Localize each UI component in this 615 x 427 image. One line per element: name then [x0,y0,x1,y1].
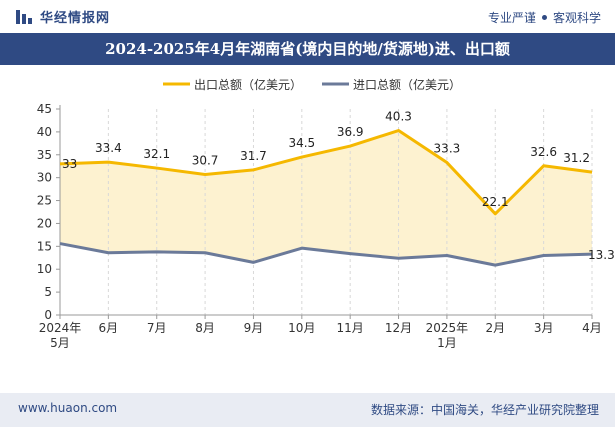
y-tick-label: 45 [37,102,52,116]
y-tick-label: 10 [37,262,52,276]
brand-logo: 华经情报网 [16,7,110,26]
data-label: 33.3 [434,142,461,156]
footer-source: 数据来源：中国海关，华经产业研究院整理 [370,403,599,417]
y-tick-label: 40 [37,125,52,139]
data-labels-export: 33 33.4 32.1 30.7 31.7 34.5 36.9 40.3 33.3 22.1 32… [62,110,590,209]
y-tick-label: 35 [37,148,52,162]
data-label: 34.5 [288,136,315,150]
x-tick-label: 4月 [582,321,602,335]
brand-name: 华经情报网 [40,11,111,26]
brand-tagline: 专业严谨 客观科学 [488,9,601,26]
x-tick-label: 9月 [244,321,264,335]
legend-label-export: 出口总额（亿美元） [194,77,302,92]
area-fill-between [60,130,592,266]
data-label: 13.3 [588,248,615,262]
data-label: 40.3 [385,110,412,124]
data-label: 30.7 [192,153,219,167]
chart-area: 出口总额（亿美元） 进口总额（亿美元） 0 5 10 15 20 25 30 35 40 45 2024… [37,77,615,350]
logo-icon [16,9,32,24]
data-label: 22.1 [482,195,509,209]
x-tick-label: 2月 [485,321,505,335]
series-line-export [59,129,593,216]
tagline-right: 客观科学 [552,11,601,25]
legend-label-import: 进口总额（亿美元） [353,77,461,92]
x-tick-label: 2025年 1月 [426,321,469,350]
series-line-import [59,242,593,267]
data-label: 31.7 [240,149,267,163]
brand-bar: 华经情报网 专业严谨 客观科学 [0,0,615,32]
footer-url[interactable]: www.huaon.com [18,401,118,415]
x-tick-label: 3月 [534,321,554,335]
data-label: 32.1 [143,147,170,161]
tagline-dot [541,15,547,20]
y-ticks: 0 5 10 15 20 25 30 35 40 45 [37,102,60,322]
tagline-left: 专业严谨 [487,11,536,25]
legend: 出口总额（亿美元） 进口总额（亿美元） [163,77,461,92]
data-labels-import: 13.3 [588,248,615,262]
y-tick-label: 30 [37,171,52,185]
data-label: 33 [62,157,77,171]
chart-title: 2024-2025年4月年湖南省(境内目的地/货源地)进、出口额 [0,33,615,65]
x-tick-label: 10月 [288,321,315,335]
x-tick-label: 12月 [385,321,412,335]
x-ticks: 2024年 5月 6月 7月 8月 9月 10月 11月 12月 2025年 1月 2月 3月 4月 [39,315,602,350]
y-tick-label: 25 [37,194,52,208]
y-tick-label: 15 [37,239,52,253]
data-label: 36.9 [337,125,364,139]
x-tick-label: 11月 [337,321,364,335]
data-label: 33.4 [95,141,122,155]
x-tick-label: 8月 [195,321,215,335]
data-label: 31.2 [563,151,590,165]
footer: www.huaon.com 数据来源：中国海关，华经产业研究院整理 [0,393,615,427]
data-label: 32.6 [530,145,557,159]
y-tick-label: 20 [37,216,52,230]
x-tick-label: 7月 [147,321,167,335]
y-tick-label: 5 [44,285,52,299]
x-tick-label: 2024年 5月 [39,321,82,350]
y-tick-label: 0 [44,308,52,322]
x-tick-label: 6月 [99,321,119,335]
